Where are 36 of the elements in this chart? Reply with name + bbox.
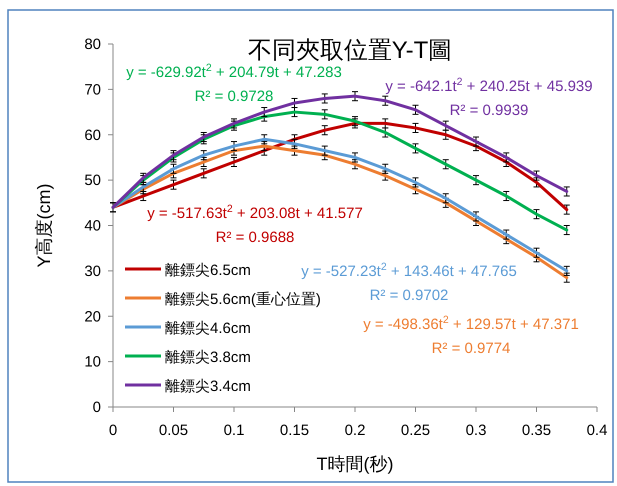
x-tick-label: 0.4 xyxy=(586,422,608,439)
annotation: R² = 0.9774 xyxy=(432,340,510,357)
y-tick-label: 30 xyxy=(84,262,101,280)
chart-title: 不同夾取位置Y-T圖 xyxy=(248,37,452,64)
legend-label: 離鏢尖3.4cm xyxy=(165,378,251,395)
x-tick-label: 0.05 xyxy=(158,422,188,439)
x-tick-label: 0.25 xyxy=(400,422,430,439)
y-tick-label: 0 xyxy=(92,399,101,416)
x-tick-label: 0.35 xyxy=(522,422,552,439)
y-tick-label: 70 xyxy=(84,81,101,98)
y-tick-label: 50 xyxy=(84,172,101,190)
y-tick-label: 40 xyxy=(84,218,101,234)
annotation: y = -517.63t$^{2}$ + 203.08t + 41.577 xyxy=(147,203,363,222)
annotation: y = -498.36t$^{2}$ + 129.57t + 47.371 xyxy=(363,314,579,333)
x-tick-label: 0.1 xyxy=(224,422,244,439)
x-tick-label: 0.2 xyxy=(344,422,366,439)
y-tick-label: 60 xyxy=(84,126,101,144)
y-tick-label: 80 xyxy=(84,36,101,53)
annotation: R² = 0.9939 xyxy=(450,102,528,119)
x-tick-label: 0.3 xyxy=(466,422,486,439)
x-tick-label: 0.15 xyxy=(280,422,310,439)
annotation: y = -527.23t$^{2}$ + 143.46t + 47.765 xyxy=(301,261,517,280)
legend-label: 離鏢尖5.6cm(重心位置) xyxy=(165,291,321,308)
annotation: y = -642.1t$^{2}$ + 240.25t + 45.939 xyxy=(385,76,593,95)
annotation: R² = 0.9688 xyxy=(216,229,294,246)
y-tick-label: 10 xyxy=(84,354,101,371)
legend-label: 離鏢尖4.6cm xyxy=(165,320,251,337)
legend-label: 離鏢尖3.8cm xyxy=(165,349,251,366)
annotation: R² = 0.9728 xyxy=(194,88,274,105)
y-tick-label: 20 xyxy=(84,308,101,326)
y-axis-title: Y高度(cm) xyxy=(34,184,54,268)
annotation: R² = 0.9702 xyxy=(370,287,448,304)
x-axis-title: T時間(秒) xyxy=(316,454,394,474)
x-tick-label: 0 xyxy=(108,422,118,439)
annotation: y = -629.92t$^{2}$ + 204.79t + 47.283 xyxy=(126,62,342,81)
legend-label: 離鏢尖6.5cm xyxy=(165,262,251,279)
